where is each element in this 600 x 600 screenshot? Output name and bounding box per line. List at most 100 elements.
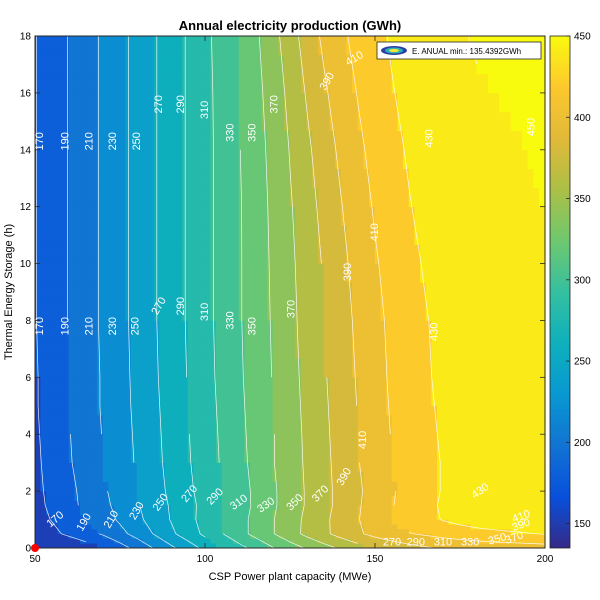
contour-fill-cell (318, 187, 325, 207)
contour-fill-cell (493, 505, 500, 511)
contour-fill-cell (374, 282, 381, 302)
contour-fill-cell (165, 405, 172, 416)
contour-fill-cell (533, 92, 540, 113)
contour-label: 310 (199, 303, 211, 321)
contour-fill-cell (159, 54, 166, 75)
contour-fill-cell (527, 225, 534, 245)
contour-fill-cell (533, 433, 540, 445)
contour-fill-cell (312, 433, 319, 445)
contour-fill-cell (522, 405, 529, 416)
contour-fill-cell (318, 168, 325, 189)
contour-fill-cell (272, 414, 279, 426)
contour-fill-cell (431, 443, 438, 454)
contour-fill-cell (148, 514, 155, 520)
contour-fill-cell (533, 495, 540, 501)
colorbar-tick-label: 150 (574, 519, 591, 530)
contour-fill-cell (238, 377, 245, 388)
contour-fill-cell (335, 481, 342, 492)
contour-fill-cell (255, 523, 262, 530)
contour-fill-cell (238, 92, 245, 113)
contour-fill-cell (369, 206, 376, 226)
contour-fill-cell (199, 36, 206, 56)
contour-fill-cell (267, 73, 274, 94)
contour-fill-cell (380, 542, 387, 548)
contour-fill-cell (221, 111, 228, 132)
contour-fill-cell (527, 282, 534, 302)
contour-fill-cell (357, 225, 364, 245)
contour-fill-cell (442, 130, 449, 151)
contour-fill-cell (459, 414, 466, 426)
contour-fill-cell (374, 339, 381, 359)
contour-fill-cell (238, 519, 245, 525)
contour-fill-cell (488, 433, 495, 445)
contour-fill-cell (114, 206, 121, 226)
contour-fill-cell (216, 495, 223, 501)
contour-label: 350 (247, 317, 259, 335)
contour-label: 270 (383, 536, 401, 548)
contour-fill-cell (516, 500, 523, 506)
contour-fill-cell (261, 320, 268, 340)
contour-fill-cell (97, 168, 104, 189)
contour-fill-cell (522, 452, 529, 463)
contour-fill-cell (380, 514, 387, 520)
contour-fill-cell (136, 452, 143, 463)
contour-fill-cell (46, 395, 53, 407)
contour-fill-cell (255, 500, 262, 506)
contour-fill-cell (74, 92, 81, 113)
contour-fill-cell (465, 495, 472, 501)
contour-fill-cell (391, 542, 398, 548)
contour-fill-cell (386, 54, 393, 75)
contour-fill-cell (250, 405, 257, 416)
contour-fill-cell (272, 519, 279, 525)
contour-fill-cell (136, 301, 143, 321)
contour-fill-cell (35, 481, 41, 492)
contour-fill-cell (91, 282, 98, 302)
contour-fill-cell (176, 339, 183, 359)
contour-fill-cell (57, 509, 64, 516)
contour-fill-cell (363, 339, 370, 359)
contour-fill-cell (493, 519, 500, 525)
contour-fill-cell (199, 538, 206, 544)
contour-fill-cell (505, 263, 512, 283)
legend[interactable]: E. ANUAL min.: 135.4392GWh (376, 41, 542, 60)
contour-fill-cell (272, 320, 279, 340)
contour-fill-cell (442, 443, 449, 454)
contour-fill-cell (516, 452, 523, 463)
contour-fill-cell (374, 386, 381, 397)
contour-fill-cell (335, 509, 342, 516)
contour-fill-cell (386, 424, 393, 435)
contour-fill-cell (505, 244, 512, 264)
contour-fill-cell (431, 528, 438, 535)
contour-fill-cell (114, 528, 121, 535)
contour-fill-cell (85, 443, 92, 454)
contour-fill-cell (420, 206, 427, 226)
contour-fill-cell (187, 149, 194, 170)
contour-fill-cell (193, 395, 200, 407)
contour-fill-cell (289, 538, 296, 544)
contour-fill-cell (493, 206, 500, 226)
contour-fill-cell (204, 339, 211, 359)
contour-fill-cell (493, 73, 500, 94)
contour-fill-cell (414, 424, 421, 435)
contour-fill-cell (295, 533, 302, 539)
contour-fill-cell (510, 377, 517, 388)
contour-fill-cell (80, 377, 87, 388)
contour-fill-cell (522, 509, 529, 516)
contour-fill-cell (91, 538, 98, 544)
contour-fill-cell (465, 542, 472, 548)
contour-fill-cell (119, 462, 126, 473)
contour-fill-cell (459, 111, 466, 132)
contour-fill-cell (465, 377, 472, 388)
contour-fill-cell (533, 452, 540, 463)
contour-fill-cell (80, 301, 87, 321)
contour-fill-cell (187, 523, 194, 530)
contour-fill-cell (539, 395, 545, 407)
contour-fill-cell (97, 244, 104, 264)
contour-fill-cell (323, 414, 330, 426)
contour-fill-cell (533, 538, 540, 544)
contour-fill-cell (80, 206, 87, 226)
contour-fill-cell (527, 500, 534, 506)
contour-fill-cell (448, 495, 455, 501)
contour-fill-cell (40, 244, 47, 264)
contour-fill-cell (516, 533, 523, 539)
